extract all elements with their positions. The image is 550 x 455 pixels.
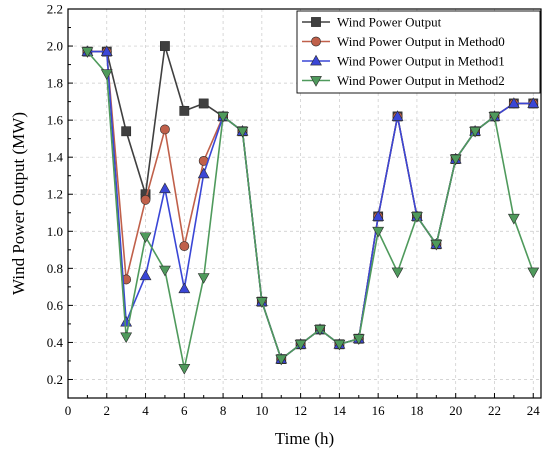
legend-entry: Wind Power Output in Method1	[337, 54, 505, 69]
y-tick-label: 0.6	[47, 298, 64, 313]
data-point	[179, 241, 190, 252]
data-point	[430, 239, 443, 251]
data-point	[100, 69, 113, 81]
data-point	[507, 213, 520, 225]
data-point	[469, 126, 482, 138]
data-point	[159, 182, 171, 194]
data-point	[314, 325, 326, 336]
data-point	[160, 41, 170, 51]
data-point	[197, 167, 210, 179]
x-tick-label: 0	[65, 403, 72, 418]
data-point	[160, 124, 170, 135]
data-point	[178, 282, 191, 294]
x-tick-label: 10	[255, 403, 268, 418]
x-axis: 0 2 4 6 8 10 12 14 16 18 20 22 24	[65, 393, 540, 418]
data-point	[120, 332, 133, 344]
x-tick-label: 14	[333, 403, 347, 418]
x-tick-label: 12	[294, 403, 307, 418]
data-point	[333, 339, 346, 351]
y-tick-label: 1.0	[47, 224, 63, 239]
data-point	[197, 273, 210, 284]
y-tick-label: 0.4	[47, 335, 64, 350]
data-point	[372, 210, 385, 221]
data-point	[527, 97, 540, 108]
y-axis: 0.2 0.4 0.6 0.8 1.0 1.2 1.4 1.6 1.8 2.0 2.2	[47, 2, 73, 387]
x-tick-label: 8	[220, 403, 227, 418]
series-line	[86, 51, 534, 370]
data-point	[236, 126, 249, 138]
data-point	[198, 98, 209, 109]
x-tick-label: 24	[527, 403, 541, 418]
data-point	[449, 154, 462, 166]
data-point	[294, 339, 307, 351]
data-point	[507, 97, 520, 108]
data-point	[159, 265, 171, 277]
x-tick-label: 6	[181, 403, 188, 418]
x-axis-title: Time (h)	[275, 429, 334, 448]
series-2	[81, 45, 540, 364]
data-point	[139, 269, 152, 281]
series-line	[87, 50, 534, 360]
data-point	[488, 112, 501, 123]
plot-frame	[67, 8, 542, 399]
data-point	[411, 212, 423, 223]
data-point	[81, 47, 94, 58]
series-1	[82, 46, 539, 364]
data-point	[140, 194, 151, 205]
data-point	[352, 334, 365, 345]
data-point	[255, 297, 268, 308]
data-point	[391, 110, 404, 121]
y-tick-label: 2.0	[47, 39, 63, 54]
data-point	[217, 112, 229, 123]
legend-entry: Wind Power Output in Method2	[337, 73, 505, 88]
grid-lines	[67, 8, 541, 398]
legend-marker	[310, 76, 322, 87]
y-tick-label: 0.2	[47, 372, 63, 387]
data-point	[121, 126, 132, 137]
data-point	[391, 267, 404, 279]
data-point	[275, 354, 288, 366]
y-tick-label: 2.2	[47, 2, 63, 17]
data-point	[100, 45, 113, 57]
x-tick-label: 2	[104, 403, 111, 418]
x-tick-label: 20	[449, 403, 462, 418]
y-tick-label: 1.2	[47, 187, 63, 202]
data-point	[527, 267, 540, 279]
legend-marker	[311, 36, 321, 47]
y-axis-title: Wind Power Output (MW)	[9, 112, 28, 295]
y-tick-label: 1.6	[47, 113, 64, 128]
legend-entry: Wind Power Output	[337, 15, 442, 30]
legend-marker	[310, 54, 322, 66]
series-line	[87, 50, 534, 360]
series-layer	[81, 41, 540, 375]
series-3	[81, 47, 540, 375]
y-tick-label: 1.4	[47, 150, 64, 165]
legend-box	[296, 10, 541, 94]
legend-entry: Wind Power Output in Method0	[337, 34, 505, 49]
y-tick-label: 1.8	[47, 76, 63, 91]
legend-marker	[311, 17, 321, 27]
x-tick-label: 16	[372, 403, 386, 418]
x-tick-label: 18	[410, 403, 423, 418]
legend: Wind Power Output Wind Power Output in Me…	[296, 10, 541, 94]
data-point	[178, 363, 191, 375]
x-tick-label: 22	[488, 403, 501, 418]
y-tick-label: 0.8	[47, 261, 63, 276]
data-point	[372, 226, 385, 238]
data-point	[179, 105, 190, 116]
x-tick-label: 4	[142, 403, 149, 418]
data-point	[139, 232, 152, 244]
